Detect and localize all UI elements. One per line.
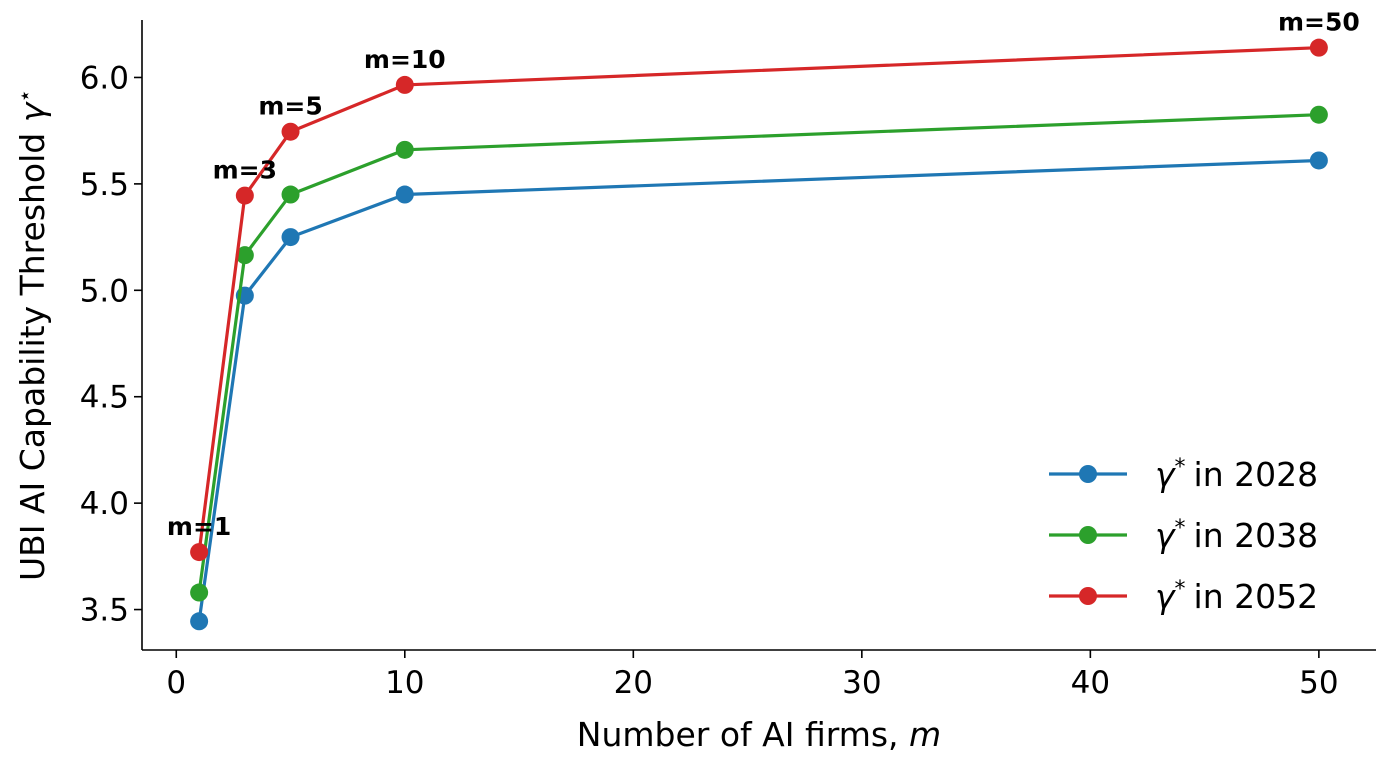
x-tick-label: 20 [614,665,653,701]
y-tick-label: 5.5 [80,167,129,203]
x-tick-label: 50 [1299,665,1338,701]
legend-label: γ* in 2052 [1155,577,1318,617]
legend-item: γ* in 2052 [1049,577,1318,617]
x-tick-label: 0 [166,665,186,701]
legend-marker [1079,465,1097,483]
plot-area [141,20,1376,651]
x-tick-label: 40 [1071,665,1110,701]
y-tick-label: 4.5 [80,380,129,416]
data-point [190,612,209,631]
data-point [395,185,414,204]
data-point [1309,38,1328,57]
series-1 [190,105,1328,602]
legend-label: γ* in 2038 [1155,516,1318,556]
annotation-label: m=10 [364,45,446,74]
data-point [281,122,300,141]
legend: γ* in 2028 γ* in 2038 γ* in 2052 [1049,455,1318,617]
data-point [235,186,254,205]
series-line [197,113,1319,593]
data-point [1309,151,1328,170]
series-line [197,46,1319,553]
x-tick-label: 30 [842,665,881,701]
y-tick-label: 4.0 [80,486,129,522]
series-line [197,158,1319,622]
data-point [395,140,414,159]
annotation-label: m=3 [213,156,277,185]
y-tick-label: 5.0 [80,273,129,309]
data-point [190,583,209,602]
legend-item: γ* in 2038 [1049,516,1318,556]
data-point [1309,105,1328,124]
axis-ticks: 0 10 20 30 40 50 3.5 4.0 4.5 5.0 5.5 6.0 [80,60,1339,701]
series-2 [190,38,1328,562]
x-axis-label: Number of AI firms, m [577,715,941,754]
legend-marker [1079,526,1097,544]
data-point [235,246,254,265]
data-point [281,228,300,247]
x-tick-label: 10 [385,665,424,701]
data-point [395,75,414,94]
series-layer [190,38,1328,631]
series-0 [190,151,1328,631]
annotations: m=1 m=3 m=5 m=10 m=50 [167,8,1360,541]
legend-marker [1079,587,1097,605]
data-point [281,185,300,204]
legend-label: γ* in 2028 [1155,455,1318,495]
y-tick-label: 3.5 [80,593,129,629]
annotation-label: m=50 [1278,8,1360,37]
y-axis-label: UBI AI Capability Threshold γ⋆ [13,89,53,581]
data-point [190,543,209,562]
annotation-label: m=1 [167,512,231,541]
legend-item: γ* in 2028 [1049,455,1318,495]
annotation-label: m=5 [258,92,322,121]
y-tick-label: 6.0 [80,60,129,96]
